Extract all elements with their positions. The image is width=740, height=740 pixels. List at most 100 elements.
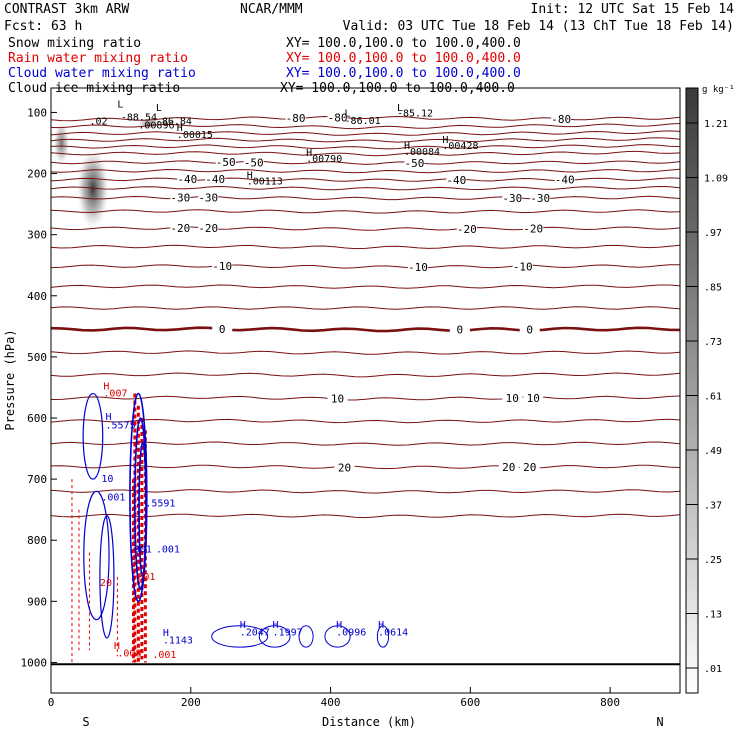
contour-label: -10 — [212, 260, 232, 273]
colorbar-tick-label: .97 — [704, 228, 722, 239]
annotation-black: .00084 — [404, 147, 440, 158]
header-init: Init: 12 UTC Sat 15 Feb 14 — [530, 2, 735, 17]
y-tick-label: 100 — [27, 106, 47, 119]
contour-label-bg — [502, 192, 523, 204]
annotation-black: H — [306, 148, 312, 159]
temperature-contour — [50, 185, 681, 191]
contour-label-bg — [334, 461, 355, 473]
header-forecast: Fcst: 63 h — [4, 19, 83, 34]
annotation-black: L — [156, 103, 162, 114]
temperature-contour — [50, 306, 681, 310]
annotation-red: .008 — [117, 648, 141, 659]
temperature-contour — [50, 489, 681, 494]
contour-label: -30 — [502, 192, 522, 205]
contour-label: -30 — [170, 191, 190, 204]
header-institution: NCAR/MMM — [240, 2, 303, 17]
field-xy-cloud-water: XY= 100.0,100.0 to 100.0,400.0 — [286, 66, 521, 81]
x-tick-label: 0 — [48, 696, 55, 709]
annotation-blue: 10 — [101, 474, 113, 485]
header-valid: Valid: 03 UTC Tue 18 Feb 14 (13 ChT Tue … — [342, 19, 734, 34]
annotation-black: -85.12 — [397, 109, 433, 120]
annotation-black: L — [397, 103, 403, 114]
annotation-red: 20 — [100, 578, 112, 589]
colorbar-tick-label: .61 — [704, 392, 722, 403]
contour-label-bg — [502, 391, 523, 403]
annotation-blue: .0614 — [378, 628, 408, 639]
contour-label-bg — [205, 173, 226, 185]
contour-label-bg — [523, 222, 544, 234]
plot-area: -80 -80 -80-50 -50 -50-40 -40 -40 -40-30 -30 -30-… — [50, 100, 681, 666]
annotation-black: .00428 — [442, 141, 478, 152]
contour-label: 20 — [523, 461, 536, 474]
y-tick-label: 900 — [27, 595, 47, 608]
annotation-red: .007 — [103, 389, 127, 400]
temperature-contour — [50, 150, 681, 157]
contour-label-bg — [530, 191, 551, 203]
y-tick-label: 1000 — [21, 656, 48, 669]
temperature-contour — [50, 441, 681, 446]
annotation-blue: H — [336, 620, 342, 631]
annotation-black: H — [404, 141, 410, 152]
cloud-water-contour — [258, 625, 291, 648]
contour-label: -50 — [216, 156, 236, 169]
annotation-blue: .1997 — [273, 628, 303, 639]
contour-label-bg — [456, 222, 477, 234]
temperature-contour — [50, 226, 681, 231]
y-tick-label: 500 — [27, 351, 47, 364]
contour-label: -20 — [170, 222, 190, 235]
cloud-water-contour — [99, 515, 115, 639]
contour-label: -30 — [198, 191, 218, 204]
annotation-blue: H — [106, 412, 112, 423]
snow-shading — [76, 148, 109, 229]
contour-label: -40 — [555, 174, 575, 187]
contour-label-bg — [243, 156, 264, 168]
contour-label-bg — [523, 391, 544, 403]
annotation-black: H — [247, 170, 253, 181]
field-xy-snow: XY= 100.0,100.0 to 100.0,400.0 — [286, 36, 521, 51]
north-label: N — [656, 715, 663, 729]
annotation-black: L — [117, 100, 123, 111]
colorbar-tick-label: .73 — [704, 337, 722, 348]
annotation-blue: .001 — [128, 544, 152, 555]
annotation-red: H — [103, 381, 109, 392]
contour-label-bg — [327, 111, 348, 123]
contour-label: -10 — [408, 261, 428, 274]
contour-label-bg — [215, 156, 236, 168]
annotation-black: .00790 — [306, 154, 342, 165]
contour-label: -20 — [198, 222, 218, 235]
contour-label-bg — [212, 322, 233, 334]
colorbar-gradient — [685, 87, 699, 694]
annotation-black: H — [177, 123, 183, 134]
annotation-blue: .001 — [156, 544, 180, 555]
y-axis-label: Pressure (hPa) — [3, 329, 17, 430]
annotation-blue: H — [378, 620, 384, 631]
colorbar-tick-label: .49 — [704, 446, 722, 457]
colorbar-tick-label: 1.09 — [704, 174, 728, 185]
y-tick-label: 200 — [27, 168, 47, 181]
south-label: S — [82, 715, 89, 729]
colorbar: .01 .13 .25 .37 .49 .61 .73 .85 .97 1.09 1.21 g kg⁻… — [685, 85, 735, 694]
contour-label: -40 — [177, 173, 197, 186]
annotation-black: .00113 — [247, 177, 283, 188]
temperature-contour — [50, 372, 681, 378]
contour-label: -30 — [530, 192, 550, 205]
annotation-red: .001 — [131, 572, 155, 583]
contour-label-bg — [498, 460, 519, 472]
annotation-blue: H — [273, 620, 279, 631]
colorbar-tick-label: .25 — [704, 555, 722, 566]
temperature-contour — [50, 284, 681, 289]
cloud-water-contour — [298, 625, 314, 648]
field-label-cloud-water: Cloud water mixing ratio — [8, 66, 196, 81]
cloud-water-contour — [324, 625, 351, 648]
contour-label-bg — [404, 156, 425, 168]
contour-label-bg — [551, 112, 572, 124]
contour-label: -50 — [404, 157, 424, 170]
contour-label: 0 — [457, 324, 464, 337]
contour-label: -50 — [244, 156, 264, 169]
annotation-blue: .2047 — [240, 628, 270, 639]
temperature-contour — [50, 418, 681, 424]
contour-label-bg — [170, 222, 191, 234]
temperature-contour — [50, 264, 680, 269]
